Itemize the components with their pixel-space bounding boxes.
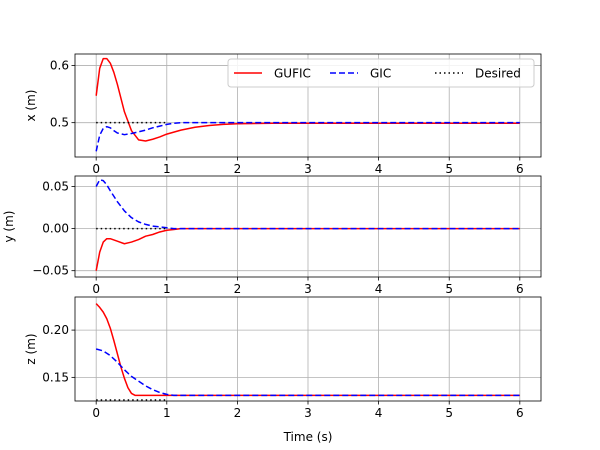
y-tick-label: 0.6 [50, 58, 69, 72]
x-tick-label: 3 [304, 162, 312, 176]
x-tick-label: 6 [516, 162, 524, 176]
x-tick-label: 5 [445, 406, 453, 420]
y-axis-label: z (m) [24, 333, 38, 364]
y-tick-label: −0.05 [32, 264, 69, 278]
y-axis-label: y (m) [2, 211, 16, 243]
subplots: 0 1 2 3 4 5 6 0.5 0.6 x (m) 0 1 2 3 4 5 6 −0.05 0.00 0.05 y … [2, 53, 542, 444]
x-tick-label: 6 [516, 282, 524, 296]
y-axis-label: x (m) [24, 90, 38, 122]
x-tick-label: 1 [163, 282, 171, 296]
subplot-3: 0 1 2 3 4 5 6 0.15 0.20 z (m) Time (s) [24, 296, 542, 444]
x-tick-label: 2 [234, 282, 242, 296]
x-tick-label: 0 [92, 282, 100, 296]
x-tick-label: 3 [304, 282, 312, 296]
x-tick-label: 4 [375, 282, 383, 296]
y-tick-label: 0.15 [42, 370, 69, 384]
y-tick-label: 0.00 [42, 222, 69, 236]
x-tick-label: 0 [92, 162, 100, 176]
subplot-1: 0 1 2 3 4 5 6 0.5 0.6 x (m) [24, 53, 542, 176]
x-tick-label: 0 [92, 406, 100, 420]
legend-label-desired: Desired [475, 67, 521, 81]
series-line-gic [95, 179, 520, 230]
series-line-gic [95, 121, 520, 152]
legend: GUFIC GIC Desired [227, 58, 535, 88]
series-line-gic [95, 348, 520, 397]
y-tick-label: 0.05 [42, 180, 69, 194]
x-tick-label: 5 [445, 282, 453, 296]
x-tick-label: 4 [375, 406, 383, 420]
legend-box [227, 58, 535, 88]
x-tick-label: 5 [445, 162, 453, 176]
x-tick-label: 1 [163, 406, 171, 420]
x-tick-label: 4 [375, 162, 383, 176]
x-axis-label: Time (s) [283, 430, 333, 444]
legend-label-gufic: GUFIC [274, 67, 311, 81]
subplot-2: 0 1 2 3 4 5 6 −0.05 0.00 0.05 y (m) [2, 175, 542, 296]
legend-label-gic: GIC [370, 67, 391, 81]
x-tick-label: 3 [304, 406, 312, 420]
x-tick-label: 6 [516, 406, 524, 420]
x-tick-label: 2 [234, 162, 242, 176]
x-tick-label: 2 [234, 406, 242, 420]
y-tick-label: 0.5 [50, 116, 69, 130]
y-tick-label: 0.20 [42, 323, 69, 337]
x-tick-label: 1 [163, 162, 171, 176]
